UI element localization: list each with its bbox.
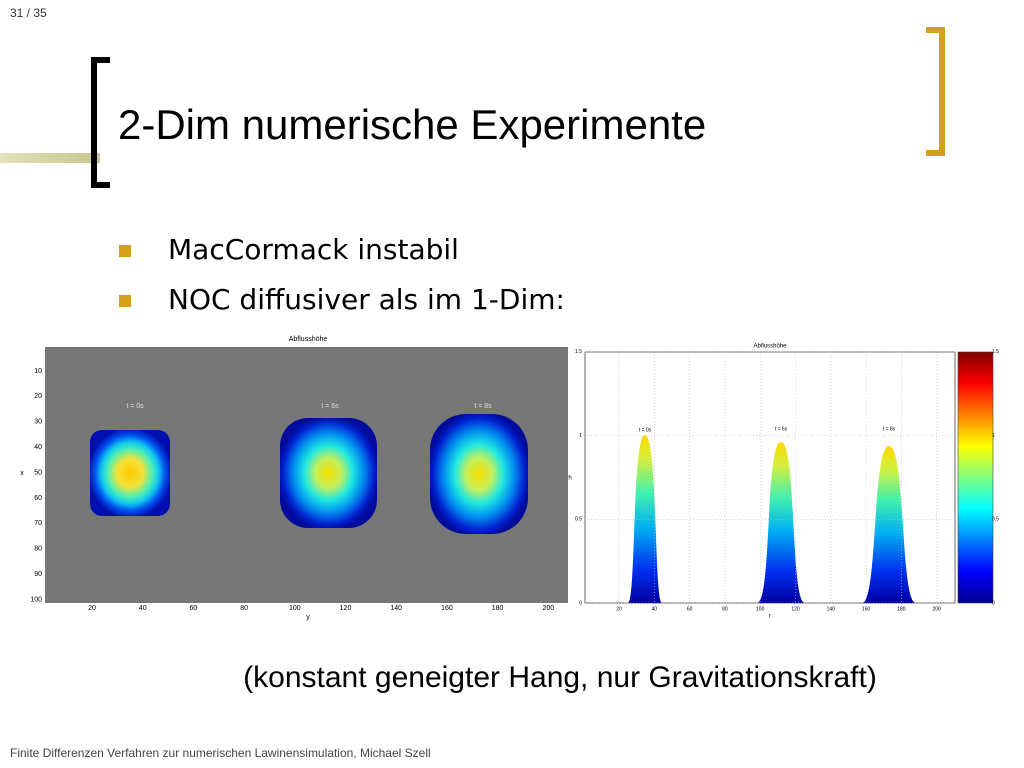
x-tick-label: 20 (88, 605, 96, 612)
slide-title: 2-Dim numerische Experimente (118, 101, 706, 148)
x-tick-label: 100 (289, 605, 301, 612)
heatmap-blob (280, 418, 377, 528)
y-tick-label: 0.5 (575, 517, 582, 523)
heatmap-blob (430, 414, 528, 534)
x-tick-label: 40 (652, 606, 658, 612)
annotation: t = 6s (321, 403, 339, 410)
bullet: NOC diffusiver als im 1-Dim: (168, 283, 565, 316)
bracket-right (926, 27, 945, 156)
caption: (konstant geneigter Hang, nur Gravitatio… (243, 661, 877, 694)
x-tick-label: 40 (139, 605, 147, 612)
annotation: t = 0s (639, 427, 652, 433)
annotation: t = 0s (126, 403, 144, 410)
axis-label: y (306, 614, 310, 621)
bullet: MacCormack instabil (168, 233, 459, 266)
x-tick-label: 100 (756, 606, 765, 612)
x-tick-label: 120 (340, 605, 352, 612)
figure-title: Abflusshöhe (289, 336, 328, 343)
bullet-icon (119, 295, 131, 307)
y-tick-label: 100 (30, 596, 42, 603)
y-tick-label: 60 (34, 495, 42, 502)
y-tick-label: 0 (579, 600, 582, 606)
x-tick-label: 200 (933, 606, 942, 612)
x-tick-label: 20 (616, 606, 622, 612)
x-tick-label: 120 (791, 606, 800, 612)
bullet-icon (119, 245, 131, 257)
x-tick-label: 180 (492, 605, 504, 612)
y-tick-label: 20 (34, 393, 42, 400)
colorbar-tick-label: 1.5 (992, 349, 999, 355)
colorbar (957, 351, 994, 604)
y-tick-label: 70 (34, 520, 42, 527)
decor-band (0, 153, 100, 163)
heatmap-blob (90, 430, 170, 516)
annotation: t = 8s (474, 403, 492, 410)
colorbar-tick-label: 0 (992, 600, 995, 606)
x-tick-label: 180 (897, 606, 906, 612)
y-tick-label: 90 (34, 571, 42, 578)
annotation: t = 8s (883, 426, 896, 432)
profile-peak (862, 446, 916, 603)
x-tick-label: 140 (827, 606, 836, 612)
y-tick-label: 40 (34, 444, 42, 451)
page-number: 31 / 35 (10, 6, 47, 20)
colorbar-tick-label: 1 (992, 433, 995, 439)
colorbar-tick-label: 0.5 (992, 517, 999, 523)
y-tick-label: 80 (34, 546, 42, 553)
y-tick-label: 1.5 (575, 349, 582, 355)
annotation: t = 6s (775, 426, 788, 432)
bracket-left (91, 57, 110, 188)
y-tick-label: 50 (34, 469, 42, 476)
y-tick-label: 1 (579, 433, 582, 439)
x-tick-label: 60 (190, 605, 198, 612)
x-tick-label: 60 (687, 606, 693, 612)
x-tick-label: 80 (240, 605, 248, 612)
y-tick-label: 10 (34, 368, 42, 375)
x-tick-label: 80 (722, 606, 728, 612)
axis-label: x (20, 470, 24, 477)
x-tick-label: 160 (441, 605, 453, 612)
axis-label: h (568, 476, 571, 482)
axis-label: r (769, 614, 771, 620)
x-tick-label: 200 (542, 605, 554, 612)
footer: Finite Differenzen Verfahren zur numeris… (10, 746, 431, 760)
x-tick-label: 160 (862, 606, 871, 612)
figure-title: Abflusshöhe (753, 344, 787, 350)
x-tick-label: 140 (390, 605, 402, 612)
y-tick-label: 30 (34, 419, 42, 426)
profile-peak (757, 442, 805, 603)
